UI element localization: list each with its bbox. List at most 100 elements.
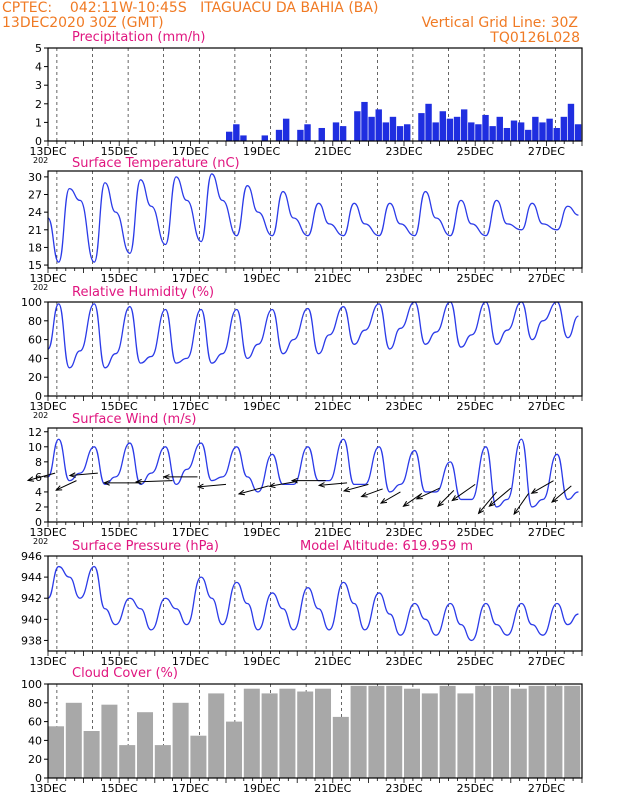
y-tick-label: 0 (35, 390, 42, 403)
wind-arrow-head (477, 507, 485, 515)
y-tick-label: 24 (28, 206, 42, 219)
y-tick-label: 8 (35, 456, 42, 469)
x-tick-label: 27DEC (528, 526, 565, 539)
cloud-bar (457, 693, 474, 778)
x-tick-label: 23DEC (385, 400, 422, 413)
wind-arrow-head (237, 489, 245, 496)
cloud-bar (528, 685, 545, 778)
wind-arrow (551, 485, 572, 503)
precip-bar (368, 116, 375, 141)
cloud-bar (439, 685, 456, 778)
panel-rh (44, 301, 583, 401)
x-tick-label: 17DEC (172, 655, 209, 668)
x-tick-label: 15DEC (101, 400, 138, 413)
y-tick-label: 0 (35, 772, 42, 785)
wind-arrow (477, 491, 497, 515)
precip-bar (532, 116, 539, 141)
wind-arrow-shaft (136, 480, 173, 483)
y-tick-label: 0 (35, 516, 42, 529)
wind-arrow (162, 474, 198, 480)
precip-bar (475, 124, 482, 141)
wind-arrow (134, 478, 173, 485)
wind-arrow (379, 491, 401, 504)
wind-arrow (342, 483, 369, 493)
y-tick-label: 100 (21, 296, 42, 309)
precip-bar (396, 126, 404, 141)
x-tick-label: 13DEC (29, 526, 66, 539)
x-tick-label: 27DEC (528, 272, 565, 285)
cloud-bar (172, 702, 189, 778)
x-tick-label: 25DEC (457, 655, 494, 668)
y-tick-label: 2 (35, 501, 42, 514)
x-tick-label: 15DEC (101, 145, 138, 158)
x-year-stub: 202 (33, 411, 48, 420)
wind-arrow-head (196, 483, 204, 490)
panel-precip (44, 47, 583, 146)
wind-arrow-head (290, 477, 298, 484)
temp-title: Surface Temperature (nC) (72, 156, 240, 171)
y-tick-label: 6 (35, 471, 42, 484)
precip-bar (489, 126, 496, 141)
cloud-bar (297, 691, 314, 778)
wind-arrow-head (68, 472, 76, 478)
wind-arrow (317, 482, 348, 488)
grid-line-note: Vertical Grid Line: 30Z (421, 15, 578, 31)
cloud-bar (315, 688, 332, 778)
pres-line (47, 565, 579, 642)
y-tick-label: 100 (21, 678, 42, 691)
wind-arrow (360, 488, 383, 498)
y-tick-label: 30 (28, 171, 42, 184)
x-tick-label: 13DEC (29, 400, 66, 413)
x-tick-label: 27DEC (528, 400, 565, 413)
wind-arrow-shaft (361, 488, 383, 498)
y-tick-label: 4 (35, 61, 42, 74)
wind-arrow (102, 480, 141, 486)
panel-temp (44, 170, 583, 273)
wind-arrow (55, 480, 77, 491)
cloud-bar (493, 685, 510, 778)
x-tick-label: 17DEC (172, 526, 209, 539)
x-tick-label: 13DEC (29, 272, 66, 285)
cloud-bar (368, 685, 385, 778)
wind-arrow-shaft (451, 483, 476, 501)
wind-arrow (237, 485, 269, 496)
precip-bar (261, 135, 269, 141)
precip-bar (574, 124, 582, 141)
cloud-bar (137, 712, 154, 778)
cloud-bar (154, 745, 171, 778)
precip-bar (468, 122, 475, 141)
wind-arrow-head (451, 495, 459, 502)
cloud-bar (546, 685, 563, 778)
x-tick-label: 13DEC (29, 655, 66, 668)
cloud-bar (510, 688, 527, 778)
wind-arrow (26, 472, 56, 482)
cloud-bar (421, 693, 438, 778)
y-tick-label: 3 (35, 79, 42, 92)
x-tick-label: 25DEC (457, 145, 494, 158)
wind-arrow-shaft (513, 493, 530, 515)
wind-arrow-shaft (27, 472, 56, 481)
x-tick-label: 27DEC (528, 655, 565, 668)
wind-arrow (451, 483, 476, 502)
y-tick-label: 1 (35, 116, 42, 129)
precip-bar (560, 116, 568, 141)
run-date: 13DEC2020 30Z (GMT) (2, 15, 164, 31)
precip-bar (496, 116, 503, 141)
precip-bar (226, 131, 233, 141)
y-tick-label: 4 (35, 486, 42, 499)
x-tick-label: 17DEC (172, 145, 209, 158)
cloud-bar (226, 721, 243, 778)
pres-subtitle: Model Altitude: 619.959 m (300, 539, 473, 554)
precip-bar (375, 109, 382, 141)
wind-arrow-shaft (69, 472, 98, 477)
wind-arrow-shaft (551, 485, 572, 503)
wind-arrow-shaft (319, 482, 348, 486)
x-tick-label: 15DEC (101, 526, 138, 539)
wind-arrow-head (26, 476, 35, 482)
pres-title: Surface Pressure (hPa) (72, 539, 219, 554)
cloud-bar (48, 726, 65, 778)
x-tick-label: 23DEC (385, 655, 422, 668)
wind-arrow-shaft (55, 480, 77, 491)
precip-bar (339, 126, 347, 141)
cloud-bar (475, 685, 492, 778)
